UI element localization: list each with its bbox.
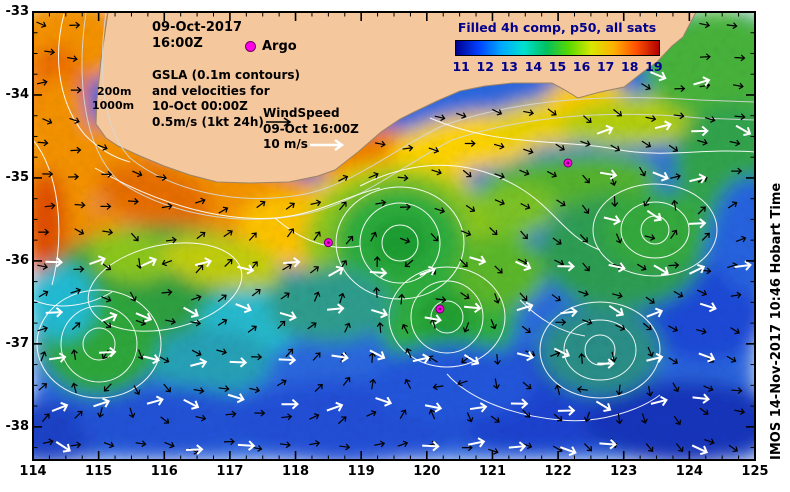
date-text: 09-Oct-2017 (152, 20, 243, 35)
colorbar-tick: 12 (476, 59, 494, 74)
wind-line1: WindSpeed (263, 106, 340, 120)
argo-label: Argo (262, 39, 297, 54)
x-axis-tick-label: 123 (610, 464, 638, 479)
gsla-line1: GSLA (0.1m contours) (152, 68, 300, 82)
wind-line2: 09-Oct 16:00Z (263, 121, 359, 136)
x-axis-tick-label: 124 (675, 464, 703, 479)
x-axis-tick-label: 119 (347, 464, 375, 479)
colorbar-tick: 13 (500, 59, 519, 74)
datetime-block: 09-Oct-2017 16:00Z (152, 20, 242, 52)
colorbar-title: Filled 4h comp, p50, all sats (457, 20, 657, 35)
y-axis-tick-label: -35 (5, 169, 30, 185)
y-axis-tick-label: -33 (5, 4, 30, 19)
colorbar-tick: 14 (524, 59, 543, 74)
wind-line3: 10 m/s (263, 137, 308, 151)
argo-float-markers (323, 158, 573, 314)
wind-legend: WindSpeed 09-Oct 16:00Z 10 m/s (263, 106, 359, 153)
x-axis-tick-label: 114 (19, 464, 47, 479)
axis-ticks (32, 11, 756, 460)
colorbar-gradient (455, 40, 660, 56)
colorbar-tick: 18 (621, 59, 639, 74)
x-axis-tick-label: 116 (150, 464, 178, 479)
y-axis-tick-label: -38 (5, 418, 30, 434)
colorbar-tick: 19 (645, 59, 663, 74)
gsla-legend: GSLA (0.1m contours) and velocities for … (152, 68, 300, 130)
colorbar-tick: 11 (452, 59, 470, 74)
x-axis-tick-label: 115 (85, 464, 113, 479)
wind-arrows (45, 71, 752, 457)
colorbar-tick: 15 (548, 59, 567, 74)
x-axis-tick-label: 122 (544, 464, 572, 479)
velocity-arrows (36, 21, 747, 455)
colorbar-tick-labels: 11 12 13 14 15 16 17 18 19 (452, 59, 663, 74)
x-axis-tick-label: 121 (478, 464, 507, 479)
argo-marker-icon (245, 41, 256, 52)
imos-credit: IMOS 14-Nov-2017 10:46 Hobart Time (769, 182, 784, 460)
bathymetry-contours (81, 12, 755, 220)
x-axis-tick-label: 117 (216, 464, 244, 479)
colorbar-tick: 16 (572, 59, 591, 74)
argo-legend: Argo (245, 39, 297, 54)
y-axis-tick-label: -37 (5, 335, 30, 351)
wind-scale-arrow (310, 139, 345, 151)
gsla-line2: and velocities for (152, 83, 270, 98)
y-axis-tick-label: -34 (5, 86, 30, 102)
time-text: 16:00Z (152, 36, 203, 51)
velocity-scale-arrow (266, 117, 292, 127)
y-axis-tick-label: -36 (5, 252, 30, 268)
x-axis-tick-label: 118 (281, 464, 310, 479)
contour-label-200m: 200m (97, 85, 132, 98)
gsla-line4: 0.5m/s (1kt 24h) (152, 114, 264, 129)
gsla-line3: 10-Oct 00:00Z (152, 99, 248, 113)
gsla-contours (33, 13, 755, 422)
x-axis-tick-label: 120 (413, 464, 441, 479)
x-axis-tick-label: 125 (741, 464, 769, 479)
contour-label-1000m: 1000m (92, 99, 135, 112)
colorbar-tick: 17 (596, 59, 615, 74)
